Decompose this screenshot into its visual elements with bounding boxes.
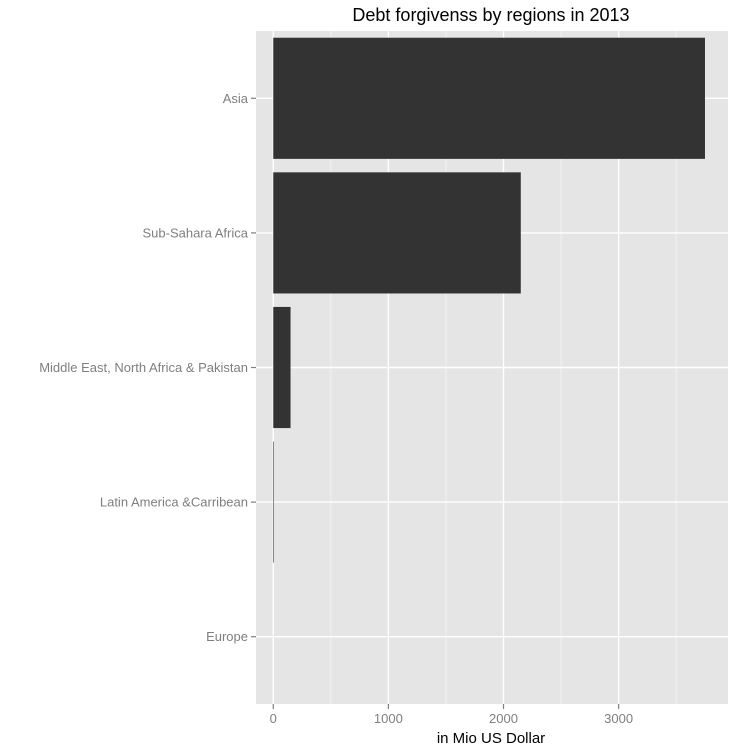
x-axis: 0 1000 2000 3000 xyxy=(270,704,633,726)
y-tick-label: Europe xyxy=(206,629,248,644)
x-tick-label: 1000 xyxy=(374,711,403,726)
bar xyxy=(273,441,274,563)
bars xyxy=(273,37,705,563)
chart-title: Debt forgivenss by regions in 2013 xyxy=(352,5,629,25)
bar xyxy=(273,306,291,429)
x-tick-label: 3000 xyxy=(604,711,633,726)
x-axis-title: in Mio US Dollar xyxy=(437,730,545,747)
y-tick-label: Latin America &Carribean xyxy=(100,495,248,510)
y-tick-label: Middle East, North Africa & Pakistan xyxy=(39,360,248,375)
y-tick-label: Sub-Sahara Africa xyxy=(142,225,248,240)
x-tick-label: 2000 xyxy=(489,711,518,726)
y-axis: Asia Sub-Sahara Africa Middle East, North … xyxy=(39,91,256,644)
y-tick-label: Asia xyxy=(223,91,249,106)
bar xyxy=(273,37,705,159)
x-tick-label: 0 xyxy=(270,711,277,726)
bar xyxy=(273,172,521,294)
